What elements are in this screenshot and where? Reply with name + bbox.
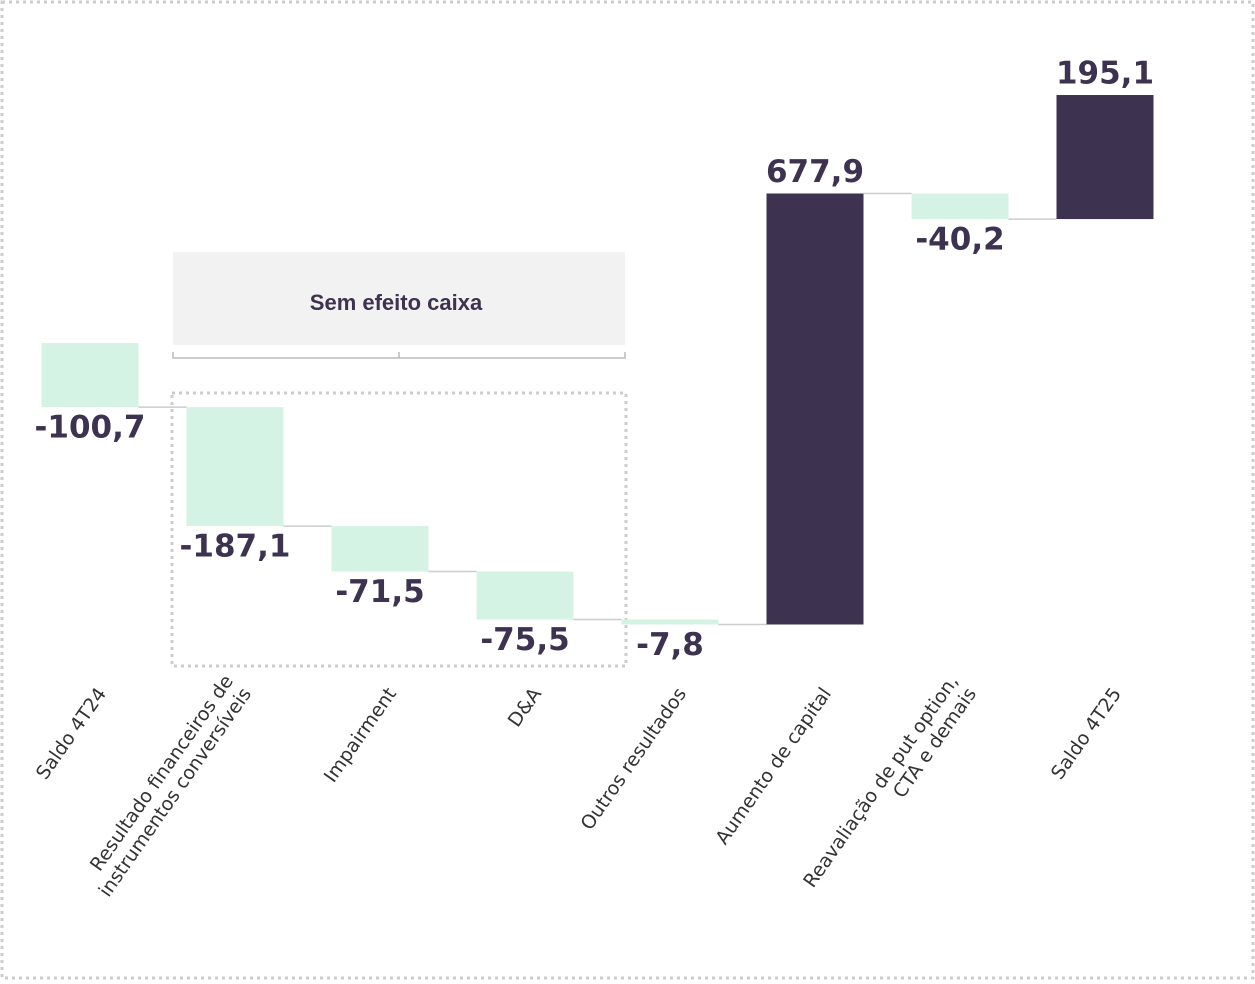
- value-label: 195,1: [1056, 56, 1154, 92]
- x-tick-label: Outros resultados: [576, 683, 691, 834]
- bar: [476, 571, 574, 620]
- bar: [1056, 95, 1154, 220]
- value-label: -187,1: [180, 529, 291, 565]
- annotation: Sem efeito caixa: [310, 290, 483, 315]
- value-label: -75,5: [480, 622, 569, 658]
- bar: [186, 407, 284, 527]
- annotation-box: [173, 252, 625, 345]
- value-label: -100,7: [35, 410, 146, 446]
- group-box: [170, 391, 628, 668]
- bar: [911, 193, 1009, 220]
- value-label: -7,8: [636, 627, 704, 663]
- x-tick-label: Saldo 4T25: [1046, 683, 1125, 783]
- x-tick-label: D&A: [503, 683, 545, 730]
- bar: [766, 193, 864, 625]
- x-tick-label: Saldo 4T24: [31, 683, 110, 783]
- bar: [41, 343, 139, 408]
- x-tick-label: Impairment: [319, 683, 400, 786]
- bar: [331, 526, 429, 572]
- value-label: -71,5: [335, 574, 424, 610]
- bar: [621, 619, 719, 625]
- value-label: -40,2: [915, 222, 1004, 258]
- x-tick-label: Aumento de capital: [711, 683, 836, 848]
- value-label: 677,9: [766, 154, 864, 190]
- bracket: [172, 352, 626, 359]
